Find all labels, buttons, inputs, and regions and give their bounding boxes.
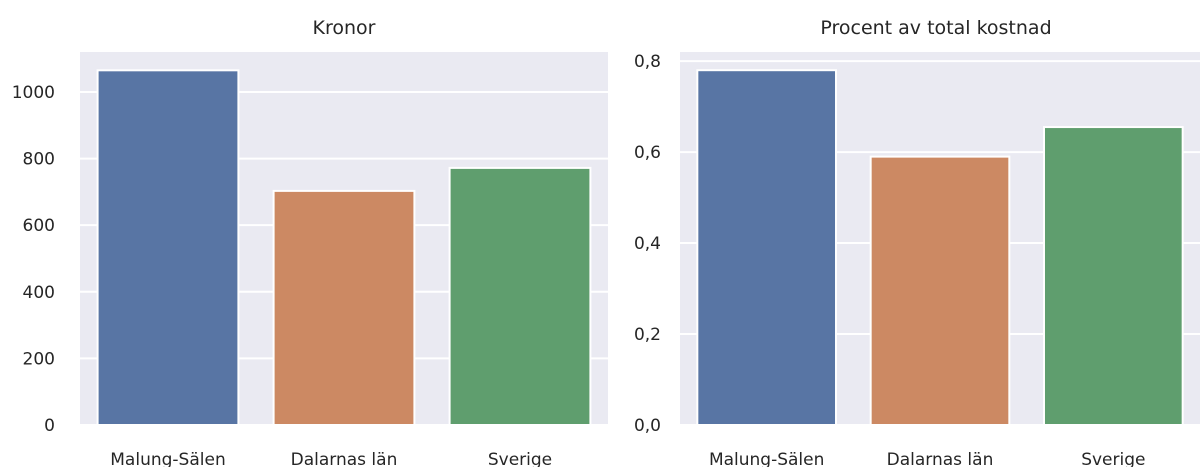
bar-malung-s-len — [96, 69, 240, 427]
y-tick-label: 0,8 — [634, 52, 661, 72]
bar-dalarnas-l-n — [869, 155, 1011, 426]
x-tick-label: Dalarnas län — [887, 450, 994, 467]
y-tick-label: 1000 — [12, 83, 55, 103]
chart-title: Kronor — [313, 17, 376, 39]
x-tick-label: Malung-Sälen — [709, 450, 824, 467]
x-tick-label: Malung-Sälen — [110, 450, 225, 467]
chart-kronor: 0 200 400 600 800 1000 Malung-Sälen Dalarnas lä… — [12, 17, 608, 467]
x-tick-label: Sverige — [1081, 450, 1145, 467]
bar-sverige — [1043, 126, 1184, 427]
y-tick-label: 600 — [23, 216, 55, 236]
y-tick-label: 0,2 — [634, 325, 661, 345]
y-tick-label: 400 — [23, 283, 55, 303]
x-tick-label: Sverige — [488, 450, 552, 467]
bar-sverige — [448, 166, 592, 426]
y-tick-label: 0 — [44, 416, 55, 436]
y-tick-label: 0,0 — [634, 416, 661, 436]
chart-procent: 0,0 0,2 0,4 0,6 0,8 Malung-Sälen Dalarnas län S… — [634, 17, 1200, 467]
y-tick-label: 800 — [23, 150, 55, 170]
y-tick-label: 0,6 — [634, 143, 661, 163]
chart-title: Procent av total kostnad — [820, 17, 1051, 39]
bar-malung-s-len — [696, 69, 837, 426]
y-tick-label: 0,4 — [634, 234, 661, 254]
y-tick-label: 200 — [23, 349, 55, 369]
bar-dalarnas-l-n — [272, 189, 416, 426]
x-tick-label: Dalarnas län — [291, 450, 398, 467]
